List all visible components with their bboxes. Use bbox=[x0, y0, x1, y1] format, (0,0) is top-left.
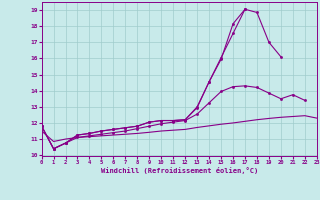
X-axis label: Windchill (Refroidissement éolien,°C): Windchill (Refroidissement éolien,°C) bbox=[100, 167, 258, 174]
